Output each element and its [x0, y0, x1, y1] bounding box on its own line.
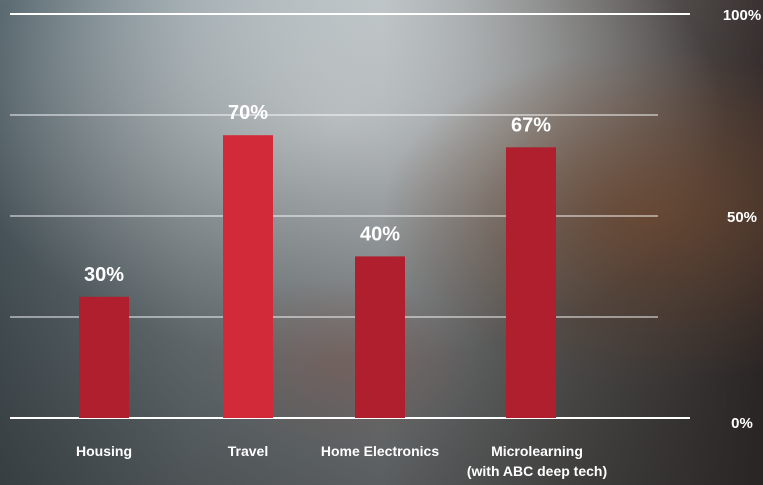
bar: [506, 147, 556, 418]
bar-value-label: 40%: [360, 223, 400, 245]
x-category-label: Home Electronics: [321, 443, 439, 459]
bar-value-label: 30%: [84, 264, 124, 286]
y-tick-label: 50%: [727, 209, 757, 226]
bar-value-label: 67%: [511, 114, 551, 136]
bar: [223, 135, 273, 418]
bar: [355, 256, 405, 418]
x-category-label: Travel: [228, 443, 268, 459]
bar-value-label: 70%: [228, 102, 268, 124]
x-category-label: Microlearning (with ABC deep tech): [467, 443, 607, 479]
y-tick-label: 100%: [723, 7, 761, 24]
y-tick-label: 0%: [731, 415, 753, 432]
x-category-label: Housing: [76, 443, 132, 459]
bar: [79, 296, 129, 418]
